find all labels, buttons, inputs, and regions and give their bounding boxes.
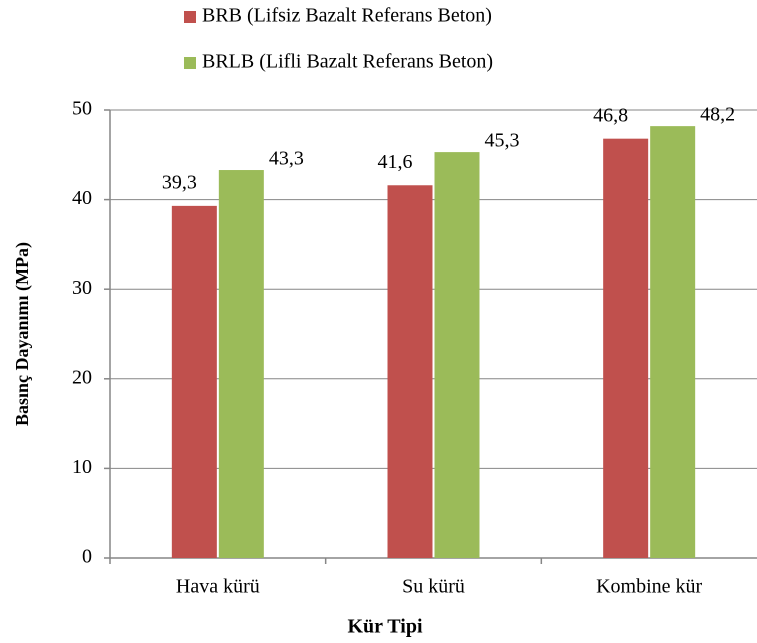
bar bbox=[387, 185, 433, 559]
data-label: 45,3 bbox=[485, 130, 520, 152]
bar bbox=[218, 170, 264, 559]
y-axis-label: Basınç Dayanımı (MPa) bbox=[12, 242, 33, 426]
data-label: 46,8 bbox=[593, 104, 628, 126]
legend-swatch bbox=[184, 57, 196, 69]
y-tick-label: 0 bbox=[82, 546, 92, 568]
legend-label: BRLB (Lifli Bazalt Referans Beton) bbox=[202, 51, 493, 73]
y-tick-label: 40 bbox=[72, 187, 92, 209]
data-label: 48,2 bbox=[700, 104, 735, 126]
x-tick-label: Hava kürü bbox=[176, 576, 260, 598]
y-tick-label: 10 bbox=[72, 456, 92, 478]
bar bbox=[650, 126, 696, 559]
y-tick-label: 20 bbox=[72, 366, 92, 388]
y-tick-label: 50 bbox=[72, 98, 92, 120]
bar bbox=[171, 205, 217, 558]
legend-label: BRB (Lifsiz Bazalt Referans Beton) bbox=[202, 5, 492, 27]
data-label: 39,3 bbox=[162, 171, 197, 193]
data-label: 43,3 bbox=[269, 148, 304, 170]
bar bbox=[434, 152, 480, 558]
x-tick-label: Kombine kür bbox=[596, 576, 702, 598]
x-axis-label: Kür Tipi bbox=[347, 616, 422, 638]
data-label: 41,6 bbox=[378, 151, 413, 173]
bar bbox=[603, 138, 649, 558]
y-tick-label: 30 bbox=[72, 277, 92, 299]
x-tick-label: Su kürü bbox=[402, 576, 465, 598]
legend-swatch bbox=[184, 11, 196, 23]
